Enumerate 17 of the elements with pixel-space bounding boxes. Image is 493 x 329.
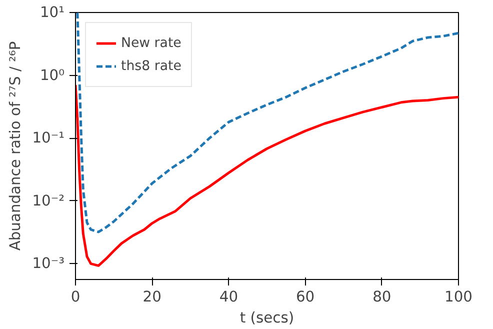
x-tick-label: 0 <box>70 288 80 306</box>
y-tick-label: 10⁻¹ <box>32 130 65 147</box>
x-tick-label: 40 <box>219 288 238 306</box>
y-tick-label: 10⁻³ <box>32 255 65 272</box>
legend-label: New rate <box>121 36 182 50</box>
y-axis-title: Abuandance ratio of ²⁷S / ²⁶P <box>7 41 24 251</box>
x-tick-label: 20 <box>142 288 162 306</box>
x-tick-label: 100 <box>444 288 472 306</box>
x-axis-title: t (secs) <box>240 310 294 326</box>
y-tick-label: 10¹ <box>40 4 65 21</box>
y-tick-label: 10⁻² <box>32 192 65 210</box>
x-tick-label: 80 <box>372 288 392 306</box>
y-tick-label: 10⁰ <box>40 66 65 84</box>
line-series <box>76 84 458 267</box>
line-series <box>76 12 458 234</box>
legend-label: ths8 rate <box>121 58 182 74</box>
x-tick-label: 60 <box>296 288 315 306</box>
